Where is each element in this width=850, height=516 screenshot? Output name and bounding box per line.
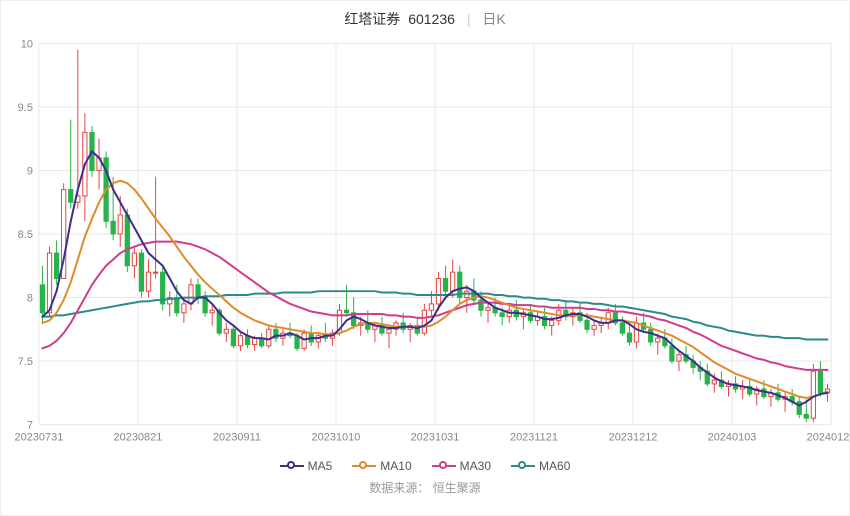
svg-text:20230911: 20230911	[213, 432, 261, 444]
candlestick-chart: 7 7.5 8 8.5 9 9.5 10 20230731 20230821 20230911 20…	[1, 33, 849, 453]
source-name: 恒生聚源	[433, 481, 481, 495]
footer: 数据来源： 恒生聚源	[1, 477, 849, 496]
legend-swatch-icon	[432, 460, 456, 472]
legend-swatch-icon	[511, 460, 535, 472]
legend: MA5 MA10 MA30 MA60	[1, 453, 849, 477]
svg-text:20230821: 20230821	[114, 432, 163, 444]
stock-code: 601236	[408, 11, 455, 27]
svg-text:10: 10	[21, 38, 33, 50]
stock-name: 红塔证券	[344, 11, 400, 27]
svg-text:20231121: 20231121	[510, 432, 558, 444]
source-label: 数据来源：	[369, 481, 429, 495]
chart-title: 红塔证券 601236 | 日K	[1, 1, 849, 33]
svg-text:20240123: 20240123	[807, 432, 849, 444]
svg-text:9.5: 9.5	[18, 102, 33, 114]
legend-item-ma30[interactable]: MA30	[432, 459, 491, 473]
legend-item-ma60[interactable]: MA60	[511, 459, 570, 473]
svg-text:7.5: 7.5	[18, 356, 33, 368]
svg-text:9: 9	[27, 165, 33, 177]
svg-text:8: 8	[27, 293, 33, 305]
legend-label: MA5	[308, 459, 333, 473]
svg-text:8.5: 8.5	[18, 229, 33, 241]
legend-label: MA10	[380, 459, 411, 473]
legend-swatch-icon	[280, 460, 304, 472]
svg-text:20231010: 20231010	[312, 432, 361, 444]
svg-text:20231031: 20231031	[411, 432, 460, 444]
legend-item-ma5[interactable]: MA5	[280, 459, 333, 473]
svg-text:7: 7	[27, 420, 33, 432]
chart-container: 红塔证券 601236 | 日K 7 7.5 8 8.5 9 9.5 10 20230731 2…	[0, 0, 850, 516]
svg-text:20231212: 20231212	[609, 432, 658, 444]
title-separator: |	[467, 11, 471, 27]
legend-item-ma10[interactable]: MA10	[352, 459, 411, 473]
chart-period: 日K	[482, 11, 505, 27]
svg-text:20230731: 20230731	[15, 432, 64, 444]
chart-area: 7 7.5 8 8.5 9 9.5 10 20230731 20230821 20230911 20…	[1, 33, 849, 453]
legend-label: MA30	[460, 459, 491, 473]
legend-swatch-icon	[352, 460, 376, 472]
legend-label: MA60	[539, 459, 570, 473]
svg-text:20240103: 20240103	[708, 432, 757, 444]
